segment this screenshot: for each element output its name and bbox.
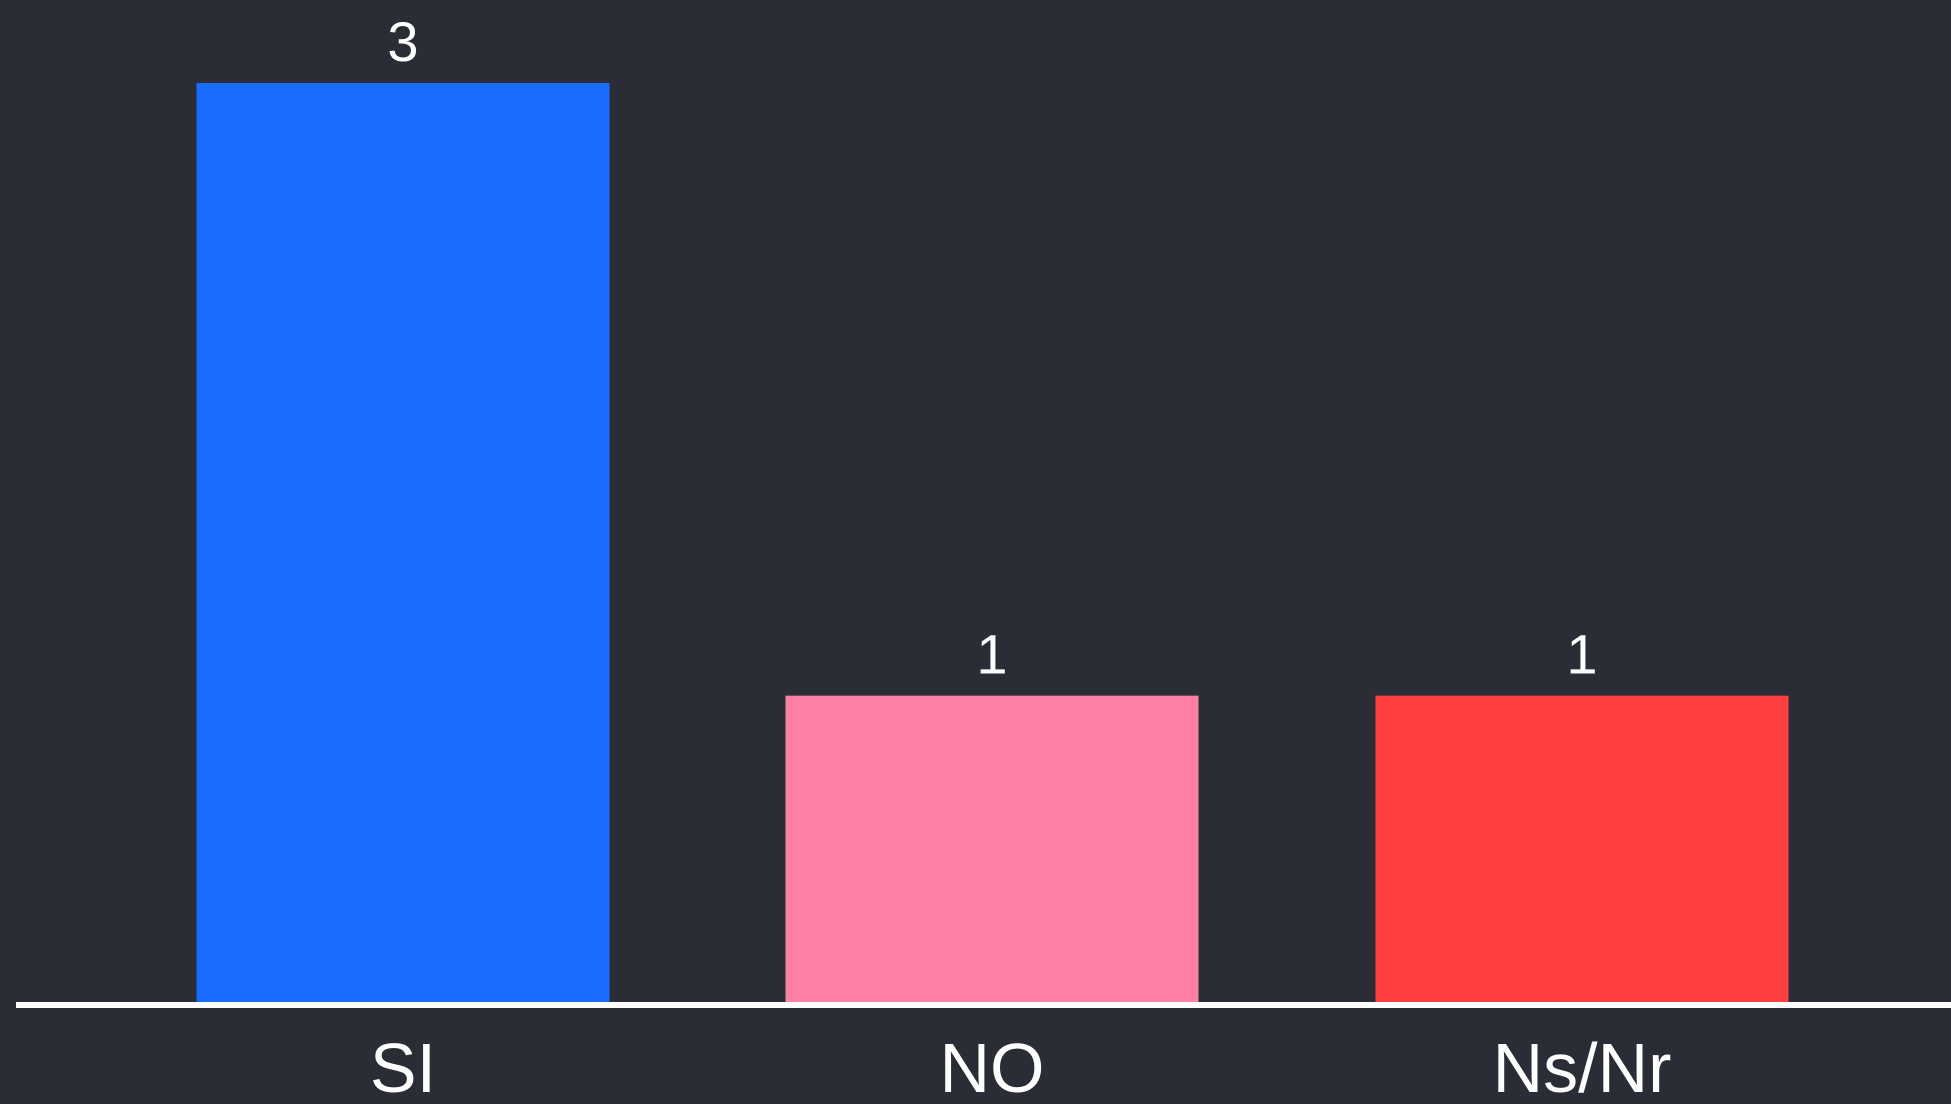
bars-layer [196, 83, 1789, 1002]
value-labels-layer: 3 1 1 [387, 10, 1597, 686]
bar-si [196, 83, 610, 1002]
bar-no [785, 695, 1199, 1002]
x-tick-labels: SI NO Ns/Nr [370, 1029, 1672, 1104]
x-tick-label: SI [370, 1029, 436, 1104]
bar-value-label: 1 [1566, 623, 1597, 686]
x-tick-label: NO [940, 1029, 1045, 1104]
bar-value-label: 1 [976, 623, 1007, 686]
bar-value-label: 3 [387, 10, 418, 73]
x-tick-label: Ns/Nr [1493, 1029, 1672, 1104]
bar-ns-nr [1375, 695, 1789, 1002]
